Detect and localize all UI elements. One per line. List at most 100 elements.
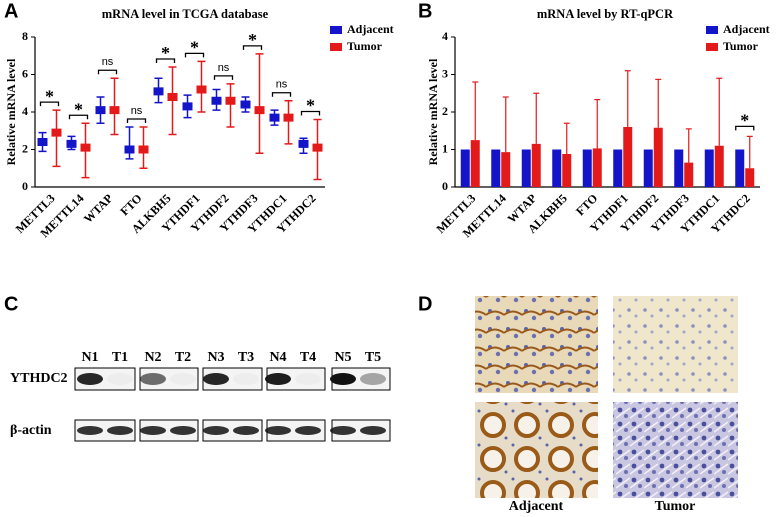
blot-band (170, 426, 196, 435)
ihc-image (613, 402, 738, 498)
panel-letter: D (418, 293, 432, 315)
y-tick-label: 1 (442, 141, 448, 155)
blot-band (107, 373, 133, 385)
mean-marker (211, 96, 222, 105)
bar (714, 145, 724, 187)
blot-band (203, 373, 229, 385)
blot-band (140, 426, 166, 435)
bar (653, 127, 663, 187)
bar (674, 149, 684, 187)
significance-bracket (155, 58, 176, 63)
significance-label: * (45, 86, 54, 106)
blot-band (330, 426, 356, 435)
significance-label: * (74, 99, 83, 119)
significance-label: * (740, 111, 749, 131)
ihc-image (613, 296, 738, 393)
mean-marker (254, 106, 265, 115)
significance-label: ns (102, 56, 114, 68)
mean-marker (66, 139, 77, 148)
y-tick-label: 6 (22, 66, 28, 80)
blot-band (233, 426, 259, 435)
significance-bracket (39, 101, 60, 107)
ihc-image (475, 402, 598, 498)
bar (562, 154, 572, 187)
y-tick-label: 2 (22, 141, 28, 155)
bar (552, 149, 562, 187)
lane-label: T1 (112, 350, 128, 365)
lane-label: T4 (300, 350, 316, 365)
significance-bracket (213, 75, 234, 80)
lane-label: N5 (334, 350, 351, 365)
mean-marker (95, 106, 106, 115)
bar (491, 149, 501, 187)
mean-marker (51, 128, 62, 137)
significance-label: ns (276, 79, 288, 91)
bar (582, 149, 592, 187)
legend-swatch (706, 26, 718, 34)
bar (501, 152, 511, 187)
bar (613, 149, 623, 187)
ihc-column-label: Adjacent (509, 499, 564, 514)
blot-band (265, 373, 291, 385)
significance-bracket (242, 45, 263, 50)
x-tick-label: FTO (573, 191, 600, 218)
mean-marker (196, 85, 207, 94)
blot-band (140, 373, 166, 385)
bar (460, 149, 470, 187)
bar (531, 143, 541, 187)
mean-marker (182, 102, 193, 111)
mean-marker (37, 138, 48, 146)
legend-swatch (706, 43, 718, 51)
mean-marker (283, 113, 294, 122)
blot-band (233, 373, 259, 385)
significance-label: * (161, 43, 170, 63)
significance-label: ns (131, 105, 143, 117)
mean-marker (167, 93, 178, 101)
panel-letter: B (418, 0, 432, 22)
blot-row-label: β-actin (10, 423, 52, 438)
mean-marker (312, 143, 323, 152)
significance-bracket (126, 118, 147, 123)
significance-bracket (97, 69, 118, 75)
lane-label: T5 (365, 350, 381, 365)
legend-label: Adjacent (347, 22, 394, 36)
y-tick-label: 0 (22, 179, 28, 193)
chart-title: mRNA level by RT-qPCR (537, 7, 674, 21)
ihc-column-label: Tumor (655, 499, 696, 514)
y-axis-label: Relative mRNA level (4, 58, 18, 165)
significance-bracket (184, 52, 205, 58)
lane-label: T3 (238, 350, 254, 365)
blot-band (295, 426, 321, 435)
lane-label: T2 (175, 350, 191, 365)
significance-label: * (306, 96, 315, 116)
mean-marker (269, 113, 280, 122)
significance-label: * (248, 30, 257, 50)
mean-marker (109, 106, 120, 115)
significance-bracket (68, 114, 89, 120)
mean-marker (153, 87, 164, 96)
legend-label: Tumor (723, 39, 759, 53)
blot-frame (74, 419, 136, 442)
bar (735, 149, 745, 187)
blot-band (265, 426, 291, 435)
y-tick-label: 4 (442, 29, 448, 43)
bar (704, 149, 714, 187)
chart-title: mRNA level in TCGA database (102, 7, 269, 21)
panel-letter: C (4, 293, 18, 315)
blot-band (360, 373, 386, 385)
blot-row-label: YTHDC2 (10, 371, 68, 386)
significance-bracket (735, 125, 755, 131)
mean-marker (298, 139, 309, 148)
bar (623, 127, 633, 187)
significance-label: * (190, 38, 199, 58)
mean-marker (138, 145, 149, 154)
blot-band (203, 426, 229, 435)
blot-band (107, 426, 133, 435)
ihc-image (475, 296, 598, 393)
blot-band (77, 426, 103, 435)
significance-bracket (300, 110, 321, 116)
blot-band (360, 426, 386, 435)
bar (684, 162, 694, 187)
lane-label: N3 (207, 350, 224, 365)
